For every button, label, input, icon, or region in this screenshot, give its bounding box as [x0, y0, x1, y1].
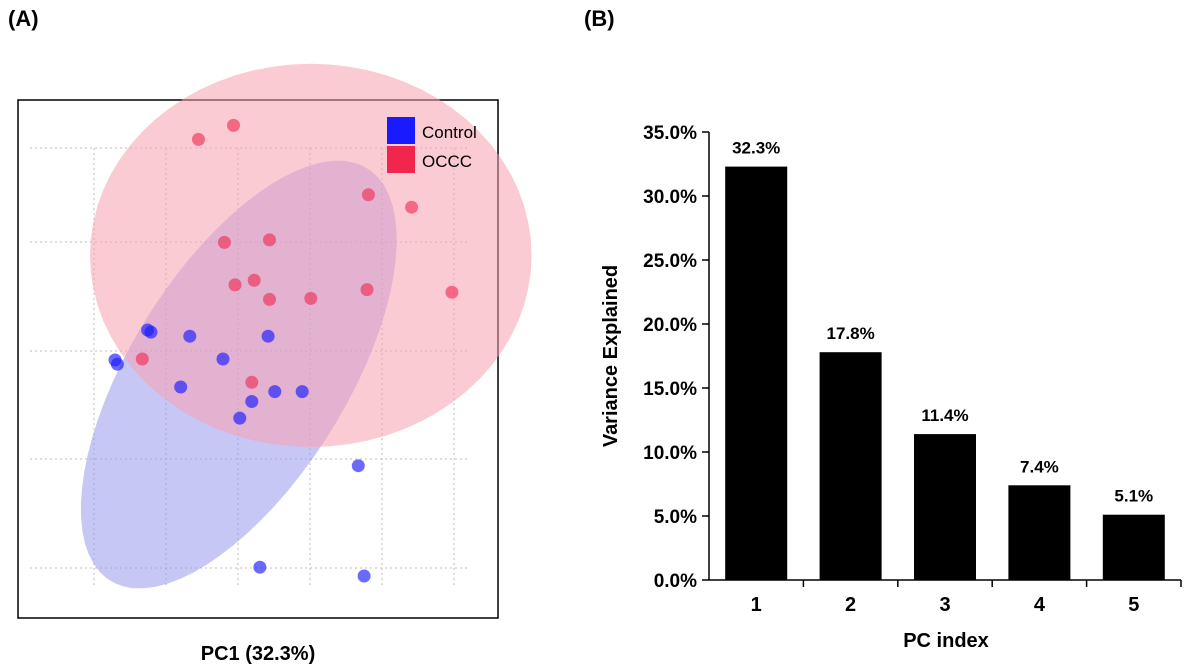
- occc-point: [135, 352, 149, 366]
- occc-point: [360, 283, 374, 297]
- control-point: [245, 395, 259, 408]
- y-tick-label: 25.0%: [643, 251, 697, 272]
- panel-b-label: (B): [584, 6, 615, 31]
- x-tick-label: 5: [1128, 594, 1139, 616]
- x-axis-ticks: 1 2 3 4 5: [751, 580, 1182, 616]
- control-point: [295, 385, 309, 399]
- bar-data-label: 7.4%: [1020, 457, 1059, 476]
- occc-point: [228, 278, 242, 292]
- bar-x-axis-title: PC index: [903, 630, 989, 652]
- pca-x-axis-title: PC1 (32.3%): [201, 643, 316, 665]
- bar-data-label: 17.8%: [826, 324, 874, 343]
- x-tick-label: 1: [751, 594, 762, 616]
- control-point: [253, 560, 267, 574]
- occc-point: [361, 188, 375, 202]
- panel-a-label: (A): [8, 6, 39, 31]
- control-point: [183, 329, 197, 343]
- occc-point: [247, 273, 261, 287]
- bar-pc-3: [914, 434, 976, 580]
- pca-scatter-chart: Control OCCC PC1 (32.3%): [17, 63, 532, 665]
- occc-point: [304, 291, 318, 305]
- pca-legend: Control OCCC: [387, 117, 477, 173]
- occc-point: [405, 200, 419, 214]
- bars: 32.3% 17.8% 11.4% 7.4% 5.1%: [725, 139, 1165, 580]
- bar-data-label: 11.4%: [921, 406, 968, 425]
- legend-label-control: Control: [422, 123, 477, 142]
- bar-pc-5: [1102, 514, 1165, 580]
- x-tick-label: 3: [939, 594, 950, 616]
- y-tick-label: 10.0%: [643, 443, 697, 464]
- control-point: [174, 380, 188, 394]
- x-tick-label: 2: [845, 594, 856, 616]
- control-point: [357, 569, 371, 583]
- occc-point: [445, 285, 459, 299]
- occc-point: [245, 375, 259, 389]
- pca-ellipses: [80, 63, 532, 589]
- y-tick-label: 30.0%: [643, 187, 697, 208]
- occc-ellipse: [90, 63, 532, 448]
- bar-pc-1: [725, 166, 788, 580]
- y-tick-label: 0.0%: [654, 571, 697, 592]
- pca-points: [108, 118, 459, 583]
- bar-data-label: 5.1%: [1114, 487, 1153, 506]
- bar-data-label: 32.3%: [732, 139, 780, 158]
- x-tick-label: 4: [1034, 594, 1046, 616]
- occc-point: [192, 132, 205, 146]
- control-point: [261, 329, 275, 343]
- y-axis-ticks: 0.0% 5.0% 10.0% 15.0% 20.0% 25.0% 30.0% 35.0%: [643, 123, 709, 592]
- bar-y-axis-title: Variance Explained: [600, 265, 622, 447]
- bar-pc-4: [1008, 485, 1071, 580]
- occc-point: [227, 118, 240, 132]
- legend-swatch-control: [387, 117, 415, 144]
- control-point: [141, 323, 155, 337]
- legend-swatch-occc: [387, 146, 415, 173]
- y-tick-label: 35.0%: [643, 123, 697, 144]
- bar-pc-2: [819, 352, 882, 580]
- control-point: [268, 385, 282, 399]
- y-tick-label: 20.0%: [643, 315, 697, 336]
- control-point: [216, 352, 230, 366]
- legend-label-occc: OCCC: [422, 152, 472, 171]
- control-point: [233, 411, 247, 425]
- y-tick-label: 15.0%: [643, 379, 697, 400]
- occc-point: [217, 235, 231, 249]
- occc-point: [263, 233, 276, 247]
- occc-point: [263, 292, 276, 306]
- y-tick-label: 5.0%: [654, 507, 697, 528]
- control-point: [351, 459, 365, 473]
- variance-bar-chart: 0.0% 5.0% 10.0% 15.0% 20.0% 25.0% 30.0% 35.0% 3…: [600, 123, 1182, 652]
- control-point: [108, 353, 122, 367]
